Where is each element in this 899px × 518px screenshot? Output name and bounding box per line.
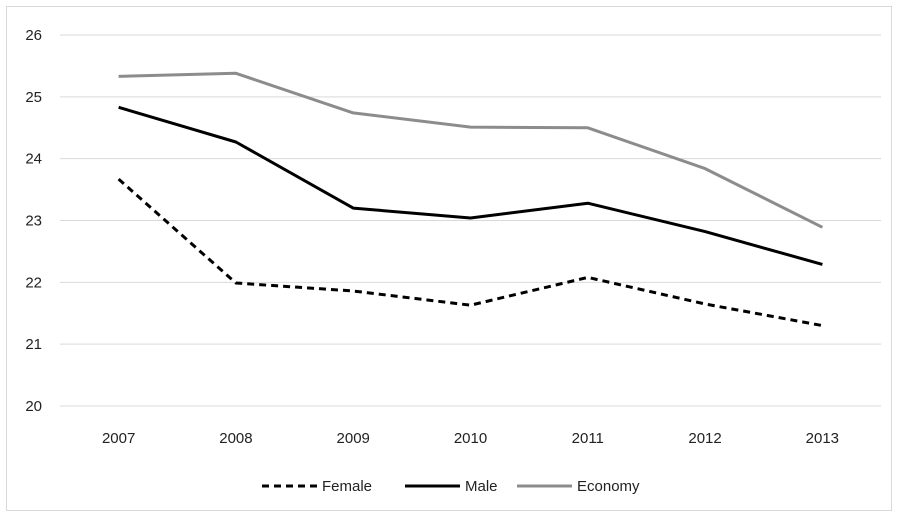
x-tick-label: 2008 <box>219 430 252 447</box>
legend-label-female: Female <box>322 478 372 495</box>
x-tick-label: 2012 <box>688 430 721 447</box>
y-tick-label: 24 <box>25 151 42 168</box>
x-tick-label: 2009 <box>337 430 370 447</box>
legend-label-economy: Economy <box>577 478 640 495</box>
series-line-female <box>119 179 823 326</box>
series-lines <box>119 73 823 325</box>
x-axis-ticks: 2007 2008 2009 2010 2011 2012 2013 <box>102 430 839 447</box>
x-tick-label: 2011 <box>572 430 604 447</box>
y-tick-label: 22 <box>25 274 42 291</box>
x-tick-label: 2013 <box>806 430 839 447</box>
legend: Female Male Economy <box>262 478 640 495</box>
legend-label-male: Male <box>465 478 498 495</box>
series-line-male <box>119 107 823 264</box>
y-tick-label: 25 <box>25 89 42 106</box>
x-tick-label: 2007 <box>102 430 135 447</box>
gridlines <box>60 35 881 406</box>
y-tick-label: 21 <box>25 336 42 353</box>
y-axis-ticks: 20 21 22 23 24 25 26 <box>25 27 42 415</box>
y-tick-label: 23 <box>25 213 42 230</box>
y-tick-label: 20 <box>25 398 42 415</box>
y-tick-label: 26 <box>25 27 42 44</box>
x-tick-label: 2010 <box>454 430 487 447</box>
